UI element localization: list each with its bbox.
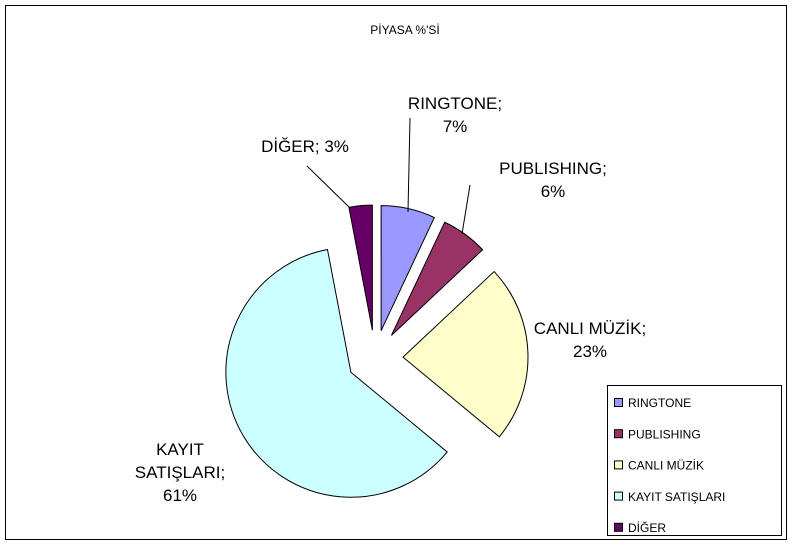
legend-label: CANLI MÜZİK	[628, 459, 704, 473]
legend-label: PUBLISHING	[628, 427, 701, 441]
data-label: DİĞER; 3%	[261, 137, 349, 156]
legend-label: KAYIT SATIŞLARI	[628, 490, 725, 504]
legend-box	[607, 385, 782, 536]
legend-swatch	[614, 491, 623, 501]
leader-line	[461, 184, 471, 235]
legend-swatch	[614, 522, 623, 532]
data-label: CANLI MÜZİK; 23%	[533, 319, 647, 361]
data-label: KAYIT SATIŞLARI; 61%	[134, 440, 226, 505]
chart-title: PİYASA %'Sİ	[370, 23, 439, 37]
pie-slice	[391, 221, 484, 336]
data-label: PUBLISHING; 6%	[499, 159, 607, 201]
legend-label: DİĞER	[628, 520, 666, 535]
legend-label: RINGTONE	[628, 396, 691, 410]
data-label: RINGTONE; 7%	[407, 94, 503, 136]
pie-slice	[225, 248, 448, 498]
leader-line	[306, 165, 351, 209]
legend-swatch	[614, 398, 623, 407]
pie-slice	[402, 270, 529, 438]
leader-line	[407, 117, 411, 213]
legend-swatch	[614, 429, 623, 439]
legend-swatch	[614, 460, 623, 470]
